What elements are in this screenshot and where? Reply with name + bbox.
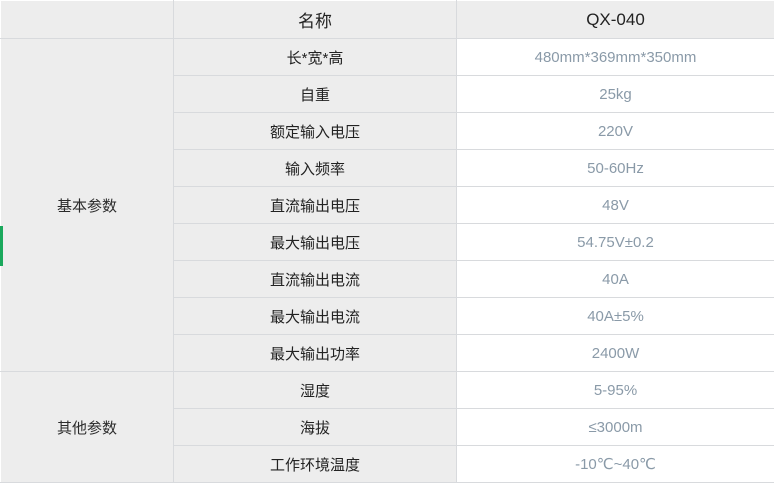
row-value: 40A±5% xyxy=(456,297,774,335)
header-name-cell: 名称 xyxy=(173,0,457,39)
row-value: 2400W xyxy=(456,334,774,372)
table-row: 额定输入电压 220V xyxy=(1,112,774,150)
table-row: 基本参数 长*宽*高 480mm*369mm*350mm xyxy=(0,38,774,372)
table-row: 输入频率 50-60Hz xyxy=(1,149,774,187)
row-value: ≤3000m xyxy=(456,408,774,446)
table-row: 最大输出功率 2400W xyxy=(1,334,774,372)
group-label-basic: 基本参数 xyxy=(0,38,174,372)
row-label: 直流输出电压 xyxy=(173,186,457,224)
table-row: 直流输出电流 40A xyxy=(1,260,774,298)
row-label: 最大输出功率 xyxy=(173,334,457,372)
row-label: 工作环境温度 xyxy=(173,445,457,483)
table-row: 自重 25kg xyxy=(1,75,774,113)
table-row: 工作环境温度 -10℃~40℃ xyxy=(1,445,774,483)
row-label: 最大输出电压 xyxy=(173,223,457,261)
row-label: 自重 xyxy=(173,75,457,113)
row-label: 海拔 xyxy=(173,408,457,446)
table-row: 最大输出电压 54.75V±0.2 xyxy=(1,223,774,261)
row-value: 25kg xyxy=(456,75,774,113)
row-value: 220V xyxy=(456,112,774,150)
row-value: 480mm*369mm*350mm xyxy=(456,38,774,76)
table-row: 直流输出电压 48V xyxy=(1,186,774,224)
table-row: 其他参数 湿度 5-95% xyxy=(0,371,774,483)
row-value: 54.75V±0.2 xyxy=(456,223,774,261)
row-label: 长*宽*高 xyxy=(173,38,457,76)
row-value: 50-60Hz xyxy=(456,149,774,187)
row-value: 5-95% xyxy=(456,371,774,409)
row-label: 湿度 xyxy=(173,371,457,409)
group-label-other: 其他参数 xyxy=(0,371,174,483)
row-value: 48V xyxy=(456,186,774,224)
row-label: 输入频率 xyxy=(173,149,457,187)
accent-bar xyxy=(0,226,3,266)
table-row: 最大输出电流 40A±5% xyxy=(1,297,774,335)
row-value: -10℃~40℃ xyxy=(456,445,774,483)
row-value: 40A xyxy=(456,260,774,298)
header-model-cell: QX-040 xyxy=(456,0,774,39)
table-header-row: 名称 QX-040 xyxy=(0,0,774,39)
row-label: 最大输出电流 xyxy=(173,297,457,335)
header-corner-cell xyxy=(0,0,174,39)
row-label: 额定输入电压 xyxy=(173,112,457,150)
row-label: 直流输出电流 xyxy=(173,260,457,298)
